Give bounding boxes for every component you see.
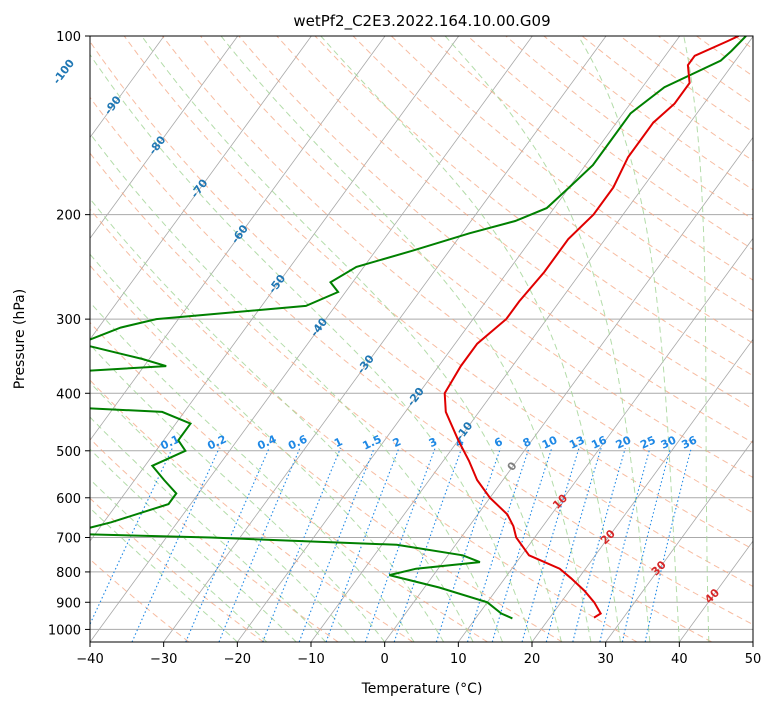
x-tick-label: −20: [224, 652, 251, 667]
x-tick-label: −30: [150, 652, 177, 667]
moist-adiabat-line: [90, 507, 238, 642]
moist-adiabat-line: [90, 253, 445, 642]
mixing-ratio-line: [466, 448, 530, 642]
plot-background: [90, 36, 753, 642]
temperature-line: [443, 36, 740, 619]
moist-adiabat-line: [90, 132, 503, 642]
x-axis: −40 −30 −20 −10 0 10 20 30 40 50: [76, 642, 761, 667]
x-tick-label: 30: [597, 652, 614, 667]
isotherm-line: [458, 237, 753, 642]
moist-adiabat-line: [220, 36, 592, 642]
dry-adiabat-line: [90, 321, 488, 642]
isotherm-line: [531, 338, 753, 642]
x-tick-label: 10: [450, 652, 467, 667]
isotherm-line: [163, 36, 607, 642]
x-axis-label: Temperature (°C): [361, 681, 483, 697]
y-tick-label: 600: [56, 492, 81, 507]
dewpoint-line: [90, 36, 747, 620]
isotherm-line: [384, 136, 753, 642]
x-tick-label: −40: [76, 652, 103, 667]
isotherm-line: [90, 36, 533, 642]
profiles: [90, 36, 747, 620]
moist-adiabat-line: [90, 478, 268, 642]
isotherm-line: [605, 439, 753, 642]
moist-adiabat-line: [90, 343, 386, 642]
moist-adiabat-line: [90, 448, 297, 642]
dry-adiabat-line: [238, 36, 753, 444]
moist-adiabat-line: [90, 53, 533, 642]
moist-adiabat-line: [90, 416, 327, 642]
mixing-ratio-line: [599, 448, 651, 642]
y-tick-label: 800: [56, 566, 81, 581]
dry-adiabat-line: [123, 36, 753, 550]
dry-adiabat-line: [276, 36, 753, 410]
chart-title: wetPf2_C2E3.2022.164.10.00.G09: [293, 12, 550, 31]
y-tick-label: 100: [56, 30, 81, 45]
mixing-ratio-line: [325, 448, 400, 642]
y-axis: 100 200 300 400 500 600 700 800 900 1000: [48, 30, 90, 638]
mixing-ratio-label: 13: [567, 433, 586, 451]
moist-adiabat-line: [90, 381, 356, 642]
mixing-ratio-label: 16: [589, 433, 609, 451]
dry-adiabat-line: [90, 379, 414, 642]
y-tick-label: 500: [56, 445, 81, 460]
x-tick-label: 50: [745, 652, 762, 667]
mixing-ratio-line: [90, 447, 173, 626]
moist-adiabat-line: [577, 36, 680, 642]
dry-adiabat-line: [90, 208, 638, 642]
dry-adiabat-line: [314, 36, 753, 377]
mixing-ratio-label: 36: [680, 433, 700, 451]
moist-adiabat-line: [444, 36, 651, 642]
mixing-ratio-line: [644, 448, 692, 642]
moist-adiabat-line: [90, 301, 415, 642]
isotherm-label: -100: [50, 57, 77, 87]
moist-adiabat-line: [320, 36, 621, 642]
y-tick-label: 700: [56, 532, 81, 547]
mixing-ratio-line: [545, 448, 602, 642]
y-tick-label: 300: [56, 313, 81, 328]
mixing-ratio-line: [262, 447, 342, 642]
x-tick-label: −10: [297, 652, 324, 667]
x-tick-label: 20: [524, 652, 541, 667]
moist-adiabat-line: [141, 36, 562, 642]
mixing-ratio-label: 30: [659, 433, 679, 451]
isotherm-line: [90, 36, 239, 240]
mixing-ratio-line: [491, 448, 553, 642]
dry-adiabat-line: [90, 96, 753, 626]
mixing-ratio-line: [572, 448, 626, 642]
isotherm-line: [90, 36, 386, 441]
dry-adiabat-line: [90, 40, 753, 587]
x-tick-label: 0: [381, 652, 389, 667]
mixing-ratio-line: [364, 448, 436, 642]
mixing-ratio-line: [393, 448, 463, 642]
y-tick-label: 200: [56, 209, 81, 224]
mixing-ratio-line: [621, 448, 671, 642]
x-tick-label: 40: [671, 652, 688, 667]
moist-adiabat-line: [90, 197, 474, 642]
isotherm-line: [752, 641, 753, 642]
y-tick-label: 1000: [48, 623, 81, 638]
moist-adiabat-line: [683, 36, 710, 642]
mixing-ratio-label: 20: [614, 433, 634, 451]
y-tick-label: 400: [56, 387, 81, 402]
mixing-ratio-label: 10: [540, 433, 560, 451]
mixing-ratio-line: [521, 448, 580, 642]
plot-frame: [89, 35, 754, 643]
y-axis-label: Pressure (hPa): [12, 289, 28, 389]
mixing-ratio-line: [298, 447, 375, 642]
dry-adiabat-line: [90, 152, 712, 642]
dry-adiabat-line: [90, 264, 563, 642]
mixing-ratio-label: 25: [638, 433, 657, 451]
dry-adiabat-line: [161, 36, 753, 514]
y-tick-label: 900: [56, 596, 81, 611]
